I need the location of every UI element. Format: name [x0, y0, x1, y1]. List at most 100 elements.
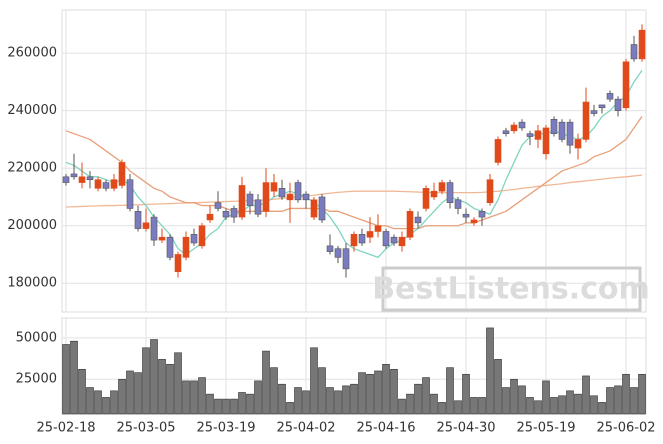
candle-body	[254, 199, 262, 215]
candle-body	[590, 110, 598, 114]
candle-body	[62, 176, 70, 183]
volume-bar	[534, 400, 542, 415]
volume-bar	[246, 393, 254, 415]
candle-body	[422, 188, 430, 209]
volume-bar	[302, 390, 310, 415]
volume-bar	[454, 400, 462, 415]
candle-body	[86, 176, 94, 180]
volume-bar	[230, 398, 238, 415]
volume-bar	[270, 367, 278, 415]
volume-bar	[238, 392, 246, 415]
candle-body	[238, 185, 246, 218]
volume-bar	[174, 352, 182, 415]
candle-body	[454, 199, 462, 209]
volume-bar	[398, 398, 406, 415]
volume-bar	[502, 387, 510, 415]
volume-bar	[326, 387, 334, 415]
volume-bar	[286, 402, 294, 415]
volume-bar	[582, 375, 590, 415]
y-tick-label: 220000	[7, 161, 57, 176]
volume-bar	[190, 380, 198, 415]
volume-bar	[470, 397, 478, 415]
volume-bar	[350, 383, 358, 415]
volume-bar	[70, 340, 78, 415]
volume-bar	[182, 380, 190, 415]
volume-bar	[606, 387, 614, 415]
volume-bar	[118, 378, 126, 415]
volume-bar	[630, 387, 638, 415]
x-tick-label: 25-04-02	[276, 421, 335, 436]
candle-body	[270, 182, 278, 192]
volume-bar	[542, 380, 550, 415]
volume-bar	[518, 385, 526, 415]
candle-body	[438, 182, 446, 192]
candle-body	[374, 225, 382, 232]
volume-bar	[110, 390, 118, 415]
volume-bar	[358, 372, 366, 415]
x-tick-label: 25-03-05	[116, 421, 175, 436]
volume-bar	[550, 397, 558, 415]
candle-body	[486, 179, 494, 204]
candle-body	[598, 104, 606, 109]
candle-body	[582, 101, 590, 140]
volume-bar	[478, 397, 486, 415]
candle-body	[278, 188, 286, 198]
volume-bar	[486, 327, 494, 415]
candle-body	[118, 162, 126, 186]
candle-body	[334, 248, 342, 258]
x-tick-label: 25-04-30	[436, 421, 495, 436]
candle-body	[502, 130, 510, 134]
volume-bar	[198, 377, 206, 415]
x-tick-label: 25-04-16	[356, 421, 415, 436]
volume-bar	[206, 393, 214, 415]
y-tick-label: 260000	[7, 46, 57, 61]
volume-bar	[318, 367, 326, 415]
candle-body	[246, 193, 254, 206]
candle-body	[510, 124, 518, 132]
candle-body	[166, 236, 174, 258]
volume-bar	[510, 378, 518, 415]
candle-body	[134, 211, 142, 229]
candle-body	[638, 29, 646, 60]
candle-body	[158, 236, 166, 241]
volume-bar	[214, 398, 222, 415]
volume-bar	[598, 402, 606, 415]
candle-body	[446, 182, 454, 204]
candle-body	[198, 225, 206, 247]
x-tick-label: 25-06-02	[596, 421, 655, 436]
candle-body	[70, 173, 78, 178]
watermark-box	[381, 266, 642, 312]
volume-bar	[254, 380, 262, 415]
candle-body	[414, 216, 422, 224]
volume-bar	[406, 393, 414, 415]
volume-bar	[382, 364, 390, 415]
volume-bar	[78, 369, 86, 415]
volume-bar	[574, 393, 582, 415]
volume-bar	[142, 347, 150, 415]
volume-bar	[566, 390, 574, 415]
y-tick-label: 180000	[7, 276, 57, 291]
candle-body	[398, 236, 406, 247]
y-tick-label: 25000	[16, 372, 57, 387]
volume-bar	[86, 387, 94, 415]
volume-bar	[590, 395, 598, 415]
candle-body	[214, 202, 222, 209]
x-tick-label: 25-05-19	[516, 421, 575, 436]
candle-body	[478, 211, 486, 218]
candle-body	[534, 130, 542, 140]
candle-body	[542, 127, 550, 155]
volume-bar	[262, 350, 270, 415]
candle-body	[126, 179, 134, 209]
candle-body	[174, 254, 182, 273]
volume-bar	[62, 344, 70, 415]
volume-bar	[494, 359, 502, 415]
volume-bar	[614, 385, 622, 415]
candle-body	[470, 219, 478, 224]
candle-body	[326, 245, 334, 252]
candle-body	[150, 216, 158, 241]
candle-body	[526, 133, 534, 137]
volume-bar	[430, 393, 438, 415]
y-tick-label: 200000	[7, 218, 57, 233]
